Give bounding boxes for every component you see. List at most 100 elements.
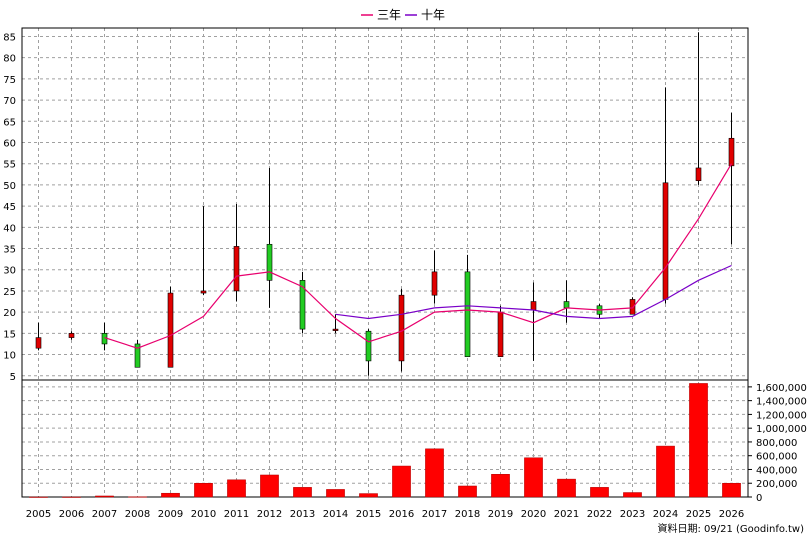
x-tick-label: 2026 <box>719 509 744 520</box>
volume-bar <box>128 496 147 498</box>
x-tick-label: 2021 <box>554 509 579 520</box>
volume-tick-label: 1,000,000 <box>756 424 807 435</box>
volume-bar <box>95 495 114 498</box>
price-tick-label: 35 <box>3 245 16 256</box>
volume-tick-label: 1,600,000 <box>756 383 807 394</box>
volume-bar <box>524 457 543 498</box>
volume-bar <box>359 493 378 498</box>
candle-body <box>365 330 372 362</box>
price-tick-label: 25 <box>3 287 16 298</box>
legend: 三年 十年 <box>361 8 445 22</box>
volume-bar <box>491 474 510 498</box>
volume-tick-label: 1,200,000 <box>756 410 807 421</box>
candle-body <box>662 182 669 300</box>
volume-bar <box>29 496 48 498</box>
price-tick-label: 20 <box>3 308 16 319</box>
series-line <box>104 163 733 349</box>
price-tick-label: 5 <box>10 372 16 383</box>
volume-bar <box>458 485 477 498</box>
price-tick-label: 70 <box>3 96 16 107</box>
x-tick-label: 2015 <box>356 509 381 520</box>
candle-body <box>431 271 438 296</box>
volume-bar <box>227 479 246 498</box>
price-tick-label: 65 <box>3 117 16 128</box>
volume-bar <box>392 465 411 498</box>
x-tick-label: 2014 <box>323 509 348 520</box>
volume-bar <box>260 474 279 498</box>
volume-tick-label: 0 <box>756 493 762 504</box>
x-tick-label: 2007 <box>92 509 117 520</box>
x-tick-label: 2019 <box>488 509 513 520</box>
x-tick-label: 2005 <box>26 509 51 520</box>
volume-tick-label: 400,000 <box>756 465 797 476</box>
series-line <box>335 264 732 320</box>
candle-body <box>530 301 537 311</box>
candle-body <box>629 299 636 315</box>
plot-frame <box>21 27 749 498</box>
price-tick-label: 15 <box>3 329 16 340</box>
volume-bar <box>722 482 741 498</box>
candle-body <box>695 167 702 181</box>
x-tick-label: 2006 <box>59 509 84 520</box>
x-tick-label: 2018 <box>455 509 480 520</box>
price-tick-label: 50 <box>3 181 16 192</box>
price-tick-label: 75 <box>3 75 16 86</box>
candle-body <box>728 137 735 167</box>
price-tick-label: 85 <box>3 32 16 43</box>
volume-bar <box>623 492 642 498</box>
candle-body <box>35 337 42 349</box>
legend-label-10yr: 十年 <box>421 8 445 22</box>
legend-label-3yr: 三年 <box>377 8 401 22</box>
x-tick-label: 2008 <box>125 509 150 520</box>
x-tick-label: 2017 <box>422 509 447 520</box>
x-tick-label: 2012 <box>257 509 282 520</box>
candle-body <box>563 301 570 309</box>
candle-body <box>68 333 75 338</box>
volume-tick-label: 1,400,000 <box>756 397 807 408</box>
plot-area: 5101520253035404550556065707580850200,00… <box>3 27 807 520</box>
x-tick-label: 2022 <box>587 509 612 520</box>
source-note: 資料日期: 09/21 (Goodinfo.tw) <box>657 522 804 535</box>
candle-body <box>299 280 306 330</box>
candle-body <box>167 292 174 368</box>
volume-bar <box>194 482 213 498</box>
volume-bar <box>557 478 576 498</box>
price-tick-label: 60 <box>3 139 16 150</box>
x-tick-label: 2013 <box>290 509 315 520</box>
volume-tick-label: 600,000 <box>756 452 797 463</box>
volume-bar <box>656 445 675 498</box>
price-tick-label: 40 <box>3 223 16 234</box>
candle-body <box>266 243 273 281</box>
candle-body <box>464 271 471 357</box>
volume-bar <box>425 448 444 498</box>
volume-bar <box>326 489 345 498</box>
x-tick-label: 2023 <box>620 509 645 520</box>
volume-bar <box>689 383 708 498</box>
volume-bar <box>62 496 81 498</box>
volume-bar <box>590 487 609 498</box>
x-tick-label: 2024 <box>653 509 678 520</box>
candle-body <box>233 246 240 292</box>
price-tick-label: 30 <box>3 266 16 277</box>
price-tick-label: 10 <box>3 351 16 362</box>
price-tick-label: 55 <box>3 160 16 171</box>
candle-body <box>134 343 141 368</box>
x-tick-label: 2025 <box>686 509 711 520</box>
candle-body <box>200 290 207 294</box>
volume-tick-label: 800,000 <box>756 438 797 449</box>
x-tick-label: 2011 <box>224 509 249 520</box>
volume-tick-label: 200,000 <box>756 479 797 490</box>
price-tick-label: 45 <box>3 202 16 213</box>
volume-bar <box>293 487 312 498</box>
candle-body <box>398 294 405 362</box>
x-tick-label: 2010 <box>191 509 216 520</box>
volume-bar <box>161 492 180 498</box>
x-tick-label: 2016 <box>389 509 414 520</box>
candle-body <box>332 328 339 331</box>
x-tick-label: 2020 <box>521 509 546 520</box>
price-tick-label: 80 <box>3 54 16 65</box>
x-tick-label: 2009 <box>158 509 183 520</box>
candle-body <box>497 311 504 357</box>
